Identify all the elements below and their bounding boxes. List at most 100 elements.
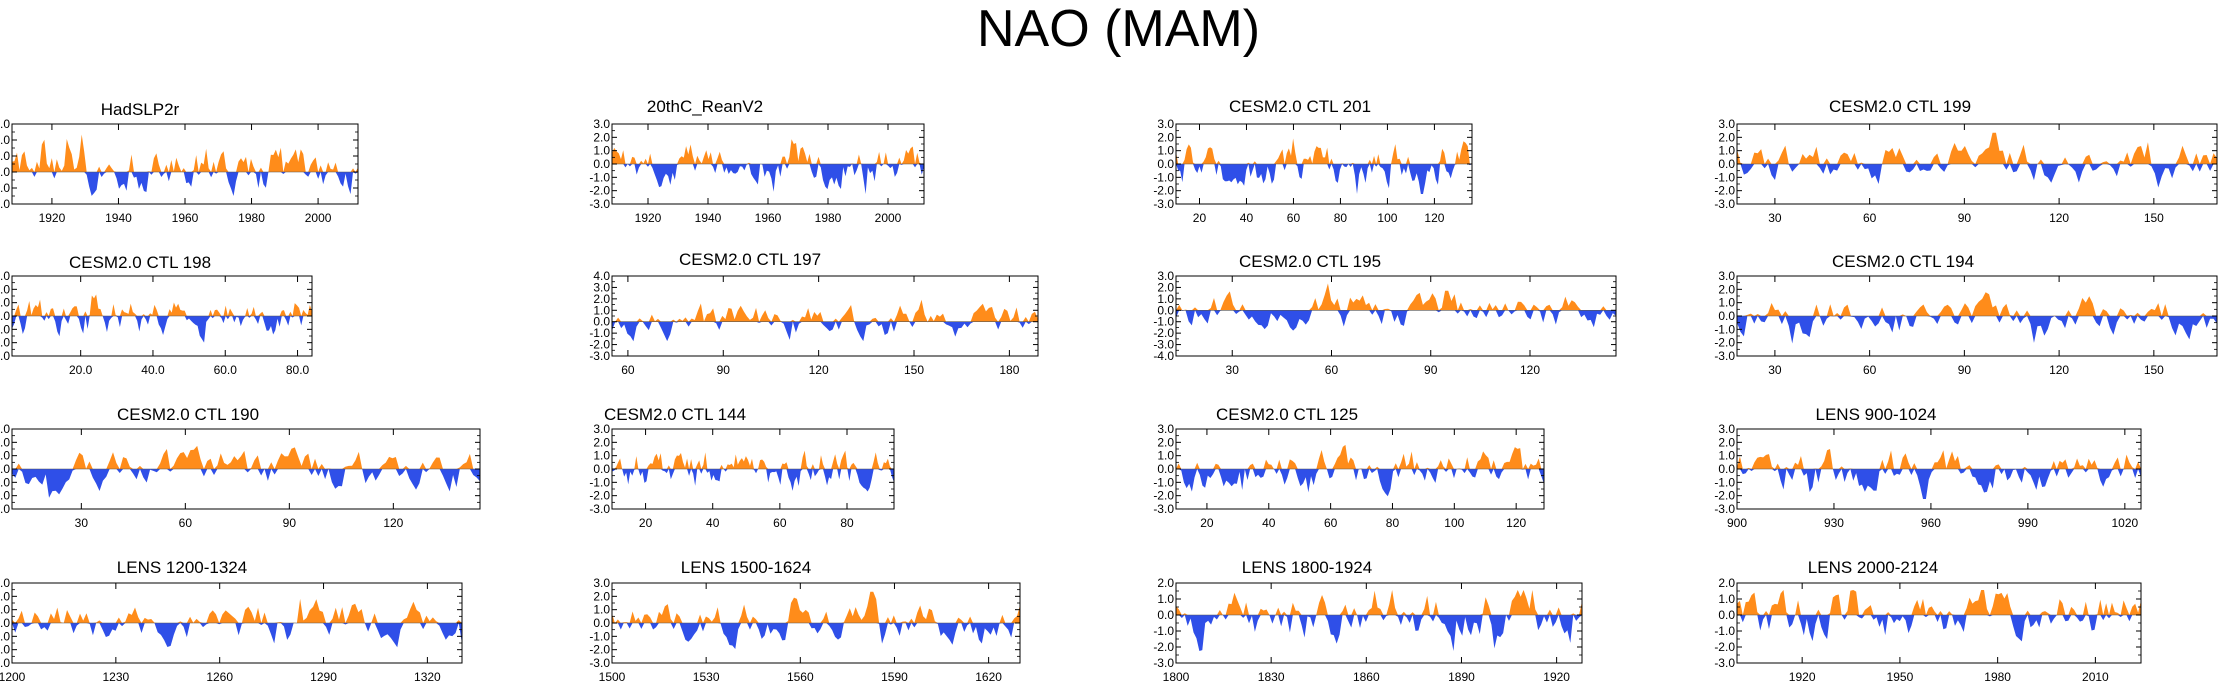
positive-area — [1176, 444, 1544, 469]
y-tick-label: 3.0 — [0, 269, 10, 283]
y-tick-label: 3.0 — [0, 576, 10, 590]
positive-area — [612, 591, 1020, 623]
positive-area — [1176, 138, 1472, 164]
y-tick-label: -3.0 — [1153, 338, 1174, 352]
negative-area — [12, 469, 480, 498]
y-tick-label: 3.0 — [1718, 422, 1735, 436]
x-tick-label: 1980 — [815, 211, 842, 225]
y-tick-label: -1.0 — [1153, 475, 1174, 489]
y-tick-label: 0.0 — [1718, 608, 1735, 622]
positive-area — [12, 445, 480, 469]
x-tick-label: 1560 — [787, 670, 814, 684]
y-tick-label: 1.0 — [1718, 144, 1735, 158]
y-tick-label: 3.0 — [1157, 269, 1174, 283]
panel-title: CESM2.0 CTL 197 — [678, 250, 822, 269]
x-tick-label: 60 — [1863, 363, 1877, 377]
y-tick-label: 0.0 — [0, 309, 10, 323]
x-tick-label: 1920 — [1789, 670, 1816, 684]
y-tick-label: -2.0 — [589, 338, 610, 352]
y-tick-label: 2.0 — [1157, 435, 1174, 449]
y-tick-label: 2.0 — [0, 589, 10, 603]
plot-frame — [1175, 582, 1583, 664]
negative-area — [1737, 469, 2141, 499]
y-tick-label: -3.0 — [589, 502, 610, 516]
x-tick-label: 120 — [2049, 363, 2069, 377]
x-tick-label: 90 — [1958, 211, 1972, 225]
y-tick-label: -3.0 — [589, 349, 610, 363]
y-tick-label: -3.0 — [1153, 656, 1174, 670]
panel-title: LENS 1200-1324 — [116, 558, 248, 577]
x-tick-label: 90 — [1424, 363, 1438, 377]
x-tick-label: 1940 — [695, 211, 722, 225]
positive-area — [1737, 449, 2141, 469]
panel-title: LENS 1800-1924 — [1241, 558, 1373, 577]
x-tick-label: 120 — [809, 363, 829, 377]
x-tick-label: 1920 — [635, 211, 662, 225]
y-tick-label: 2.0 — [593, 292, 610, 306]
y-tick-label: -4.0 — [1153, 349, 1174, 363]
x-tick-label: 90 — [717, 363, 731, 377]
x-tick-label: 180 — [999, 363, 1019, 377]
y-tick-label: 2.0 — [0, 435, 10, 449]
y-tick-label: 1.0 — [0, 149, 10, 163]
y-tick-label: 0.0 — [593, 462, 610, 476]
negative-area — [12, 623, 462, 648]
x-tick-label: 60 — [1325, 363, 1339, 377]
negative-area — [1737, 164, 2217, 188]
y-tick-label: -2.0 — [0, 489, 10, 503]
x-tick-label: 80 — [1334, 211, 1348, 225]
x-tick-label: 1200 — [0, 670, 26, 684]
y-tick-label: 3.0 — [0, 422, 10, 436]
y-tick-label: -1.0 — [1153, 170, 1174, 184]
y-tick-label: 0.0 — [1157, 303, 1174, 317]
x-tick-label: 900 — [1727, 516, 1747, 530]
y-tick-label: 1.0 — [1157, 144, 1174, 158]
x-tick-label: 40 — [1240, 211, 1254, 225]
x-tick-label: 1260 — [206, 670, 233, 684]
x-tick-label: 1920 — [39, 211, 66, 225]
x-tick-label: 120 — [1520, 363, 1540, 377]
x-tick-label: 1860 — [1353, 670, 1380, 684]
x-tick-label: 120 — [1506, 516, 1526, 530]
panel-title: CESM2.0 CTL 194 — [1831, 252, 1975, 271]
plot-frame — [1736, 275, 2218, 357]
y-tick-label: 0.0 — [593, 616, 610, 630]
y-tick-label: 3.0 — [1718, 269, 1735, 283]
x-tick-label: 1830 — [1258, 670, 1285, 684]
plot-frame — [611, 275, 1039, 357]
y-tick-label: -1.0 — [589, 170, 610, 184]
plot-frame — [1736, 582, 2142, 664]
x-tick-label: 1960 — [172, 211, 199, 225]
y-tick-label: 2.0 — [1157, 280, 1174, 294]
y-tick-label: 2.0 — [593, 435, 610, 449]
y-tick-label: -2.0 — [0, 643, 10, 657]
y-tick-label: 1.0 — [1718, 592, 1735, 606]
y-tick-label: -2.0 — [1714, 336, 1735, 350]
y-tick-label: 1.0 — [0, 449, 10, 463]
x-tick-label: 1590 — [881, 670, 908, 684]
y-tick-label: 2.0 — [1157, 130, 1174, 144]
x-tick-label: 2000 — [875, 211, 902, 225]
y-tick-label: -1.0 — [1153, 624, 1174, 638]
plot-frame — [1736, 123, 2218, 205]
y-tick-label: 0.0 — [1718, 309, 1735, 323]
x-tick-label: 1290 — [310, 670, 337, 684]
y-tick-label: 1.0 — [593, 449, 610, 463]
x-tick-label: 1920 — [1543, 670, 1570, 684]
x-tick-label: 150 — [2144, 363, 2164, 377]
x-tick-label: 960 — [1921, 516, 1941, 530]
y-tick-label: 2.0 — [1718, 576, 1735, 590]
positive-area — [1737, 590, 2141, 615]
x-tick-label: 90 — [1958, 363, 1972, 377]
x-tick-label: 1980 — [238, 211, 265, 225]
panel-title: LENS 1500-1624 — [680, 558, 812, 577]
negative-area — [1737, 316, 2217, 344]
positive-area — [612, 139, 924, 164]
y-tick-label: -1.0 — [1153, 315, 1174, 329]
y-tick-label: 3.0 — [0, 117, 10, 131]
panel-title: LENS 2000-2124 — [1807, 558, 1939, 577]
y-tick-label: 0.0 — [1157, 462, 1174, 476]
x-tick-label: 1960 — [755, 211, 782, 225]
y-tick-label: -1.0 — [589, 475, 610, 489]
x-tick-label: 60 — [1863, 211, 1877, 225]
